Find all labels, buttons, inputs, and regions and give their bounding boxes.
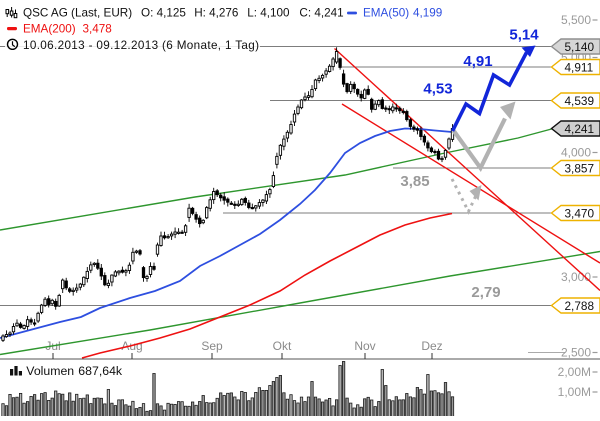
svg-text:687,64k: 687,64k [78, 364, 123, 378]
svg-text:2,00M: 2,00M [558, 365, 591, 379]
svg-text:3,478: 3,478 [83, 23, 112, 36]
svg-text:EMA(200): EMA(200) [23, 23, 76, 36]
svg-text:C: 4,241: C: 4,241 [299, 7, 343, 20]
svg-text:2,788: 2,788 [565, 299, 595, 313]
svg-text:QSC AG (Last, EUR): QSC AG (Last, EUR) [23, 7, 132, 20]
svg-text:2,500: 2,500 [561, 346, 591, 360]
svg-text:1,00M: 1,00M [558, 385, 591, 399]
svg-text:3,000: 3,000 [561, 270, 591, 284]
svg-text:5,500: 5,500 [561, 13, 591, 27]
svg-text:Nov: Nov [354, 339, 375, 353]
svg-text:4,241: 4,241 [565, 122, 595, 136]
svg-text:4,199: 4,199 [413, 7, 442, 20]
svg-text:5,14: 5,14 [509, 27, 539, 44]
svg-text:Dez: Dez [421, 339, 442, 353]
svg-text:5,140: 5,140 [565, 40, 595, 54]
svg-text:2,79: 2,79 [471, 284, 500, 301]
svg-text:Sep: Sep [201, 339, 223, 353]
svg-text:Okt: Okt [273, 339, 292, 353]
svg-text:4,539: 4,539 [565, 94, 595, 108]
svg-text:H: 4,276: H: 4,276 [194, 7, 238, 20]
svg-text:4,000: 4,000 [561, 146, 591, 160]
svg-text:4,91: 4,91 [463, 53, 492, 70]
svg-text:4,53: 4,53 [423, 81, 452, 98]
svg-text:3,857: 3,857 [565, 161, 595, 175]
svg-text:3,470: 3,470 [565, 206, 595, 220]
svg-text:O: 4,125: O: 4,125 [141, 7, 186, 20]
svg-text:Volumen: Volumen [26, 364, 74, 378]
svg-text:4,911: 4,911 [565, 60, 594, 74]
svg-text:L: 4,100: L: 4,100 [247, 7, 290, 20]
svg-text:10.06.2013 - 09.12.2013 (6 Mon: 10.06.2013 - 09.12.2013 (6 Monate, 1 Tag… [23, 39, 259, 52]
svg-text:EMA(50): EMA(50) [363, 7, 409, 20]
svg-text:3,85: 3,85 [400, 173, 429, 190]
